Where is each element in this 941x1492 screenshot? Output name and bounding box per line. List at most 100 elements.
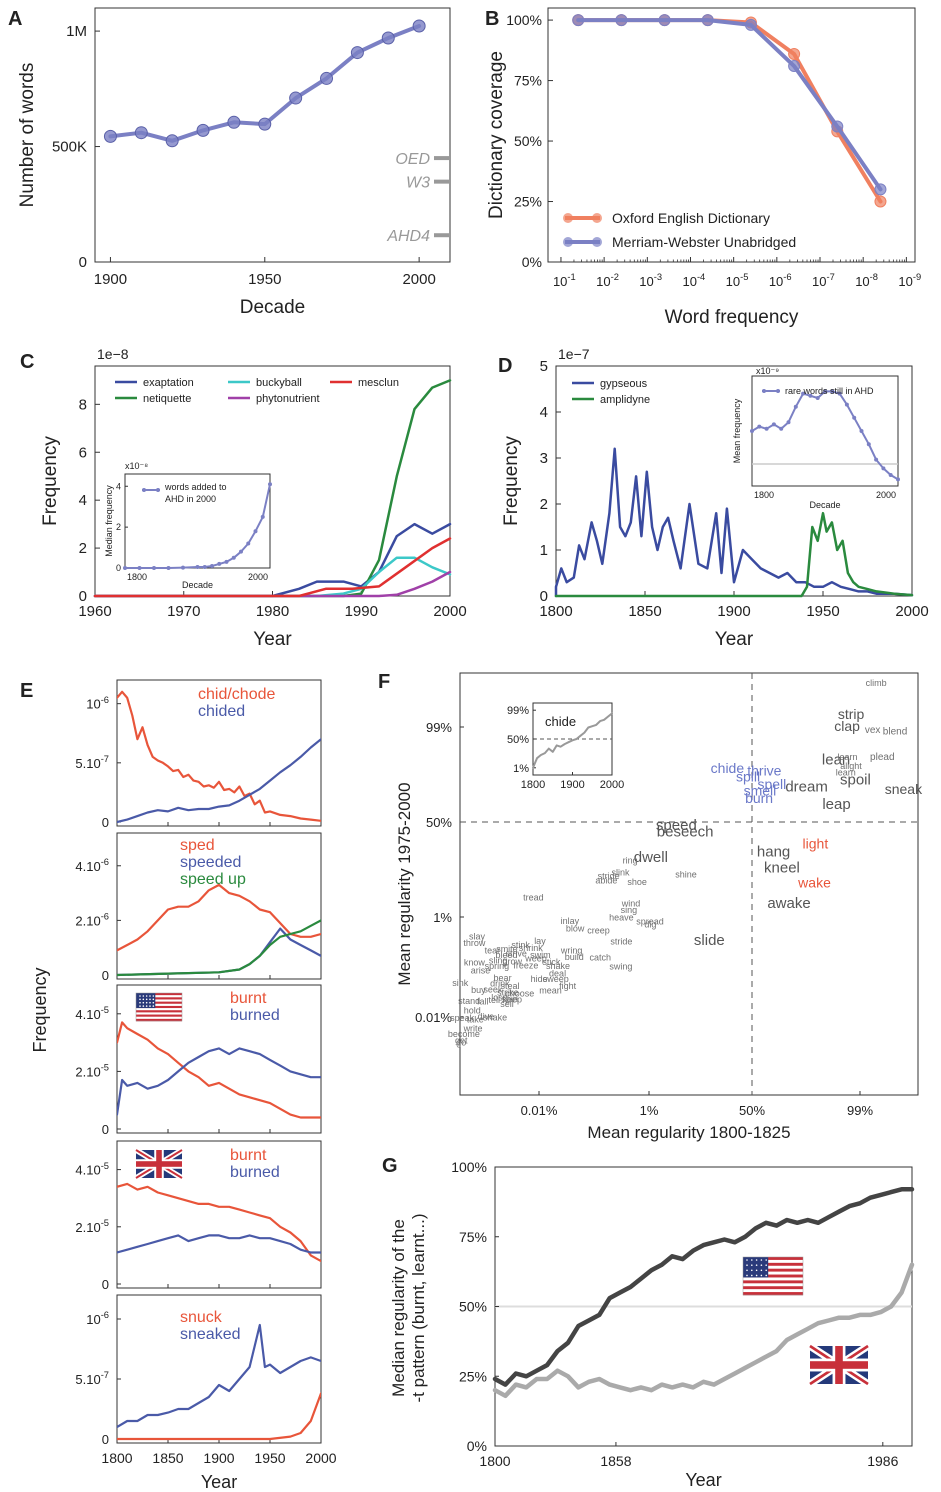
word-label: shoe xyxy=(627,877,647,887)
legend-label: burnt xyxy=(230,990,267,1007)
flag-star xyxy=(142,1001,145,1004)
word-label: beseech xyxy=(657,823,714,840)
x-axis-label: Year xyxy=(201,1472,237,1492)
x-axis-label: Year xyxy=(253,629,292,650)
data-point xyxy=(788,60,801,73)
inset-x-tick-label: 1800 xyxy=(754,490,774,500)
y-tick-label: 500K xyxy=(52,139,87,156)
inset-title: chide xyxy=(545,714,576,729)
word-label: ring xyxy=(623,855,638,865)
word-label: clap xyxy=(834,718,860,734)
word-label: shine xyxy=(675,870,697,880)
us-flag-icon xyxy=(135,992,183,1022)
y-tick-label: 0.01% xyxy=(415,1010,452,1025)
series-line xyxy=(93,556,452,598)
x-axis-label: Year xyxy=(715,629,754,650)
word-label: lay xyxy=(534,936,546,946)
panel-label: B xyxy=(485,8,499,30)
flag-star xyxy=(755,1264,758,1266)
data-point xyxy=(874,183,887,196)
flag-stripe xyxy=(743,1280,803,1284)
word-label: leap xyxy=(822,796,850,813)
y-axis-label: Frequency xyxy=(501,436,522,526)
flag-stripe xyxy=(743,1259,803,1264)
flag-star xyxy=(765,1259,767,1261)
inset-legend-label: rare words still in AHD xyxy=(785,386,874,396)
series-line xyxy=(117,1047,321,1116)
data-point xyxy=(744,18,757,31)
inset-x-tick-label: 1800 xyxy=(127,572,147,582)
x-tick-label: 10-8 xyxy=(855,272,878,289)
y-tick-label: 2.10-5 xyxy=(75,1218,109,1235)
legend-label: mesclun xyxy=(358,377,399,389)
y-axis-label: -t pattern (burnt, learnt...) xyxy=(409,1214,428,1403)
panel-c: 1e−8 1960 1970 1980 1990 2000 0 2 4 6 8 Year Frequen… xyxy=(40,346,467,650)
x-tick-label: 0.01% xyxy=(521,1103,558,1118)
word-label: blow xyxy=(566,924,585,934)
word-label: go xyxy=(456,1038,466,1048)
flag-stripe xyxy=(743,1289,803,1293)
panel-label: C xyxy=(20,351,34,373)
series-line xyxy=(117,1234,321,1254)
panel-b: 10-1 10-2 10-3 10-4 10-5 10-6 10-7 10-8 10-9 0% 25… xyxy=(486,7,921,328)
y-tick-label: 6 xyxy=(79,444,87,461)
plot-frame xyxy=(459,672,919,1096)
word-label: hide xyxy=(531,974,548,984)
y-tick-label: 1M xyxy=(66,23,87,40)
y-axis-label: Mean regularity 1975-2000 xyxy=(395,782,414,985)
x-tick-label: 1950 xyxy=(806,603,839,620)
y-axis-label: Median regularity of the xyxy=(389,1219,408,1397)
word-label: smell xyxy=(744,782,777,798)
flag-stripe xyxy=(136,997,182,1000)
y-tick-label: 2.10-6 xyxy=(75,912,109,929)
x-tick-label: 1% xyxy=(640,1103,659,1118)
word-label: stride xyxy=(610,937,632,947)
word-label: bleed xyxy=(496,950,518,960)
legend-label: Merriam-Webster Unabridged xyxy=(612,234,796,250)
data-point xyxy=(123,566,127,570)
legend-label: amplidyne xyxy=(600,394,650,406)
x-axis-label: Mean regularity 1800-1825 xyxy=(587,1123,790,1142)
legend-label: exaptation xyxy=(143,377,194,389)
word-label: stride xyxy=(598,871,620,881)
y-tick-label: 25% xyxy=(459,1368,487,1384)
x-tick-label: 1980 xyxy=(256,603,289,620)
word-label: seek xyxy=(483,985,503,995)
flag-stripe xyxy=(743,1265,803,1269)
x-tick-label: 2000 xyxy=(895,603,928,620)
inset-legend-label: AHD in 2000 xyxy=(165,494,216,504)
data-point xyxy=(165,134,179,148)
word-label: shake xyxy=(546,961,570,971)
word-label: choose xyxy=(505,989,534,999)
data-point xyxy=(381,31,395,45)
flag-star xyxy=(746,1259,748,1261)
word-label: wake xyxy=(797,874,831,890)
series-line xyxy=(554,511,914,598)
flag-stripe xyxy=(136,995,182,998)
x-tick-label: 10-6 xyxy=(769,272,792,289)
legend-label: burned xyxy=(230,1164,280,1181)
flag-star xyxy=(760,1269,763,1272)
x-tick-label: 1900 xyxy=(203,1450,234,1466)
y-tick-label: 0 xyxy=(540,588,548,605)
word-label: fight xyxy=(559,981,577,991)
data-point xyxy=(350,46,364,60)
x-tick-label: 1950 xyxy=(248,271,281,288)
flag-stripe xyxy=(743,1257,803,1261)
word-label: buy xyxy=(471,985,486,995)
data-point xyxy=(246,541,251,546)
inset-x-tick-label: 1900 xyxy=(560,779,584,791)
series-line xyxy=(117,1021,321,1119)
flag-star xyxy=(765,1269,767,1272)
y-tick-label: 0 xyxy=(102,968,109,983)
word-label: catch xyxy=(589,953,611,963)
x-tick-label: 99% xyxy=(847,1103,873,1118)
legend-label: phytonutrient xyxy=(256,393,320,405)
flag-star xyxy=(149,1001,151,1004)
flag-star xyxy=(746,1269,748,1272)
word-label: inlay xyxy=(561,916,580,926)
data-point xyxy=(831,120,844,133)
y-tick-label: 25% xyxy=(514,194,542,210)
word-label: spoil xyxy=(840,772,871,789)
